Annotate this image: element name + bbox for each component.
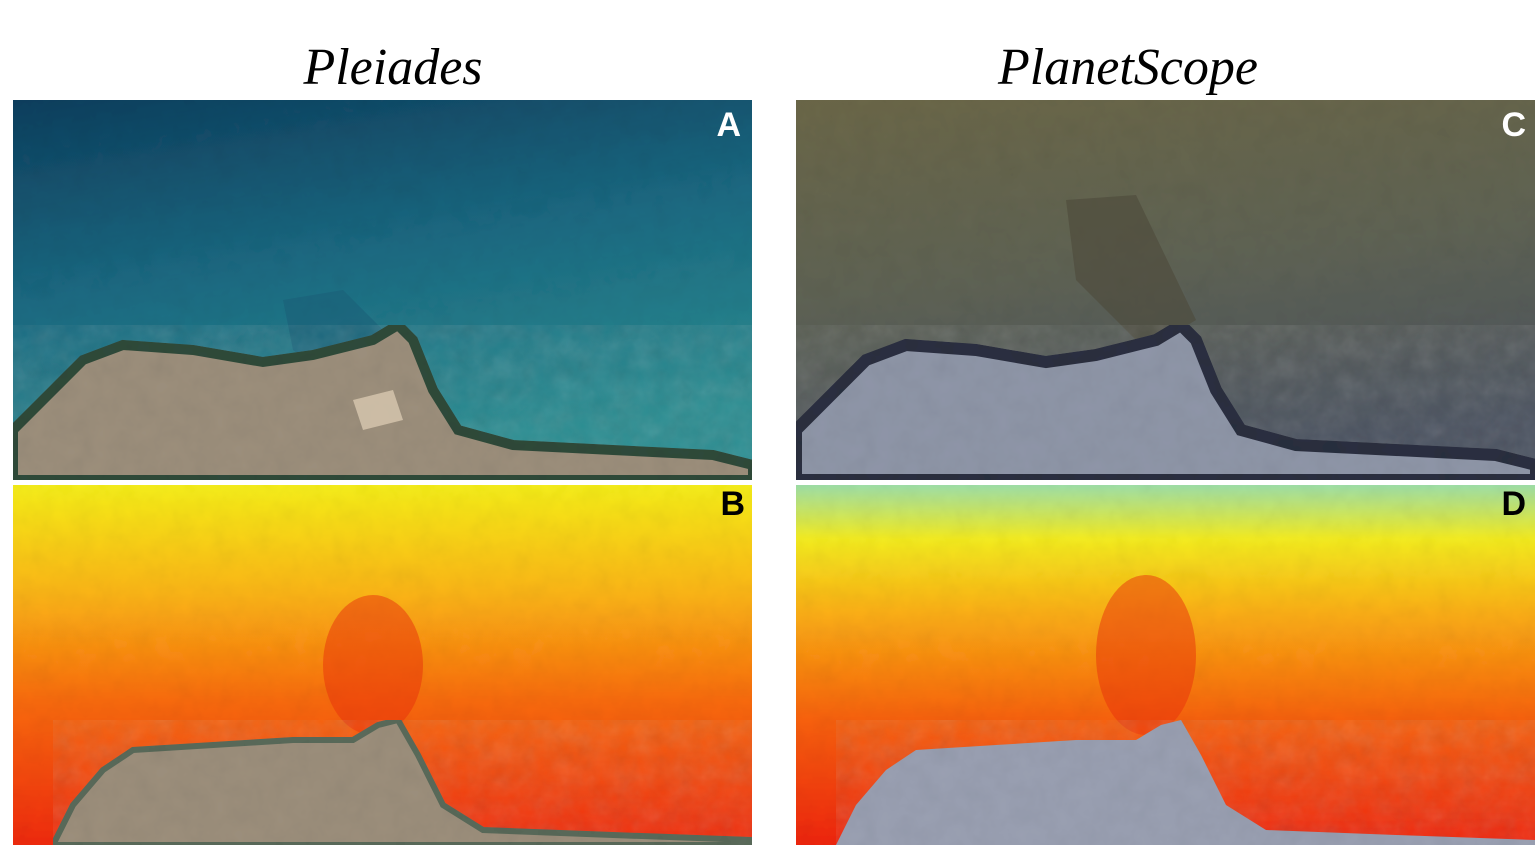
panel-label: A (716, 106, 741, 144)
panel-image: A (13, 100, 753, 480)
panel-label: B (720, 485, 745, 523)
panel-image: D (796, 485, 1535, 845)
column-title: PlanetScope (997, 39, 1258, 96)
page: Pleiades PlanetScope A B C D (() => { co… (0, 0, 1535, 845)
column-title: Pleiades (302, 39, 482, 96)
panel-image: C (796, 100, 1535, 480)
panel-label: C (1501, 106, 1526, 144)
panel-label: D (1501, 485, 1526, 523)
figure: Pleiades PlanetScope A B C D (0, 0, 1535, 845)
panel-image: B (13, 485, 753, 845)
